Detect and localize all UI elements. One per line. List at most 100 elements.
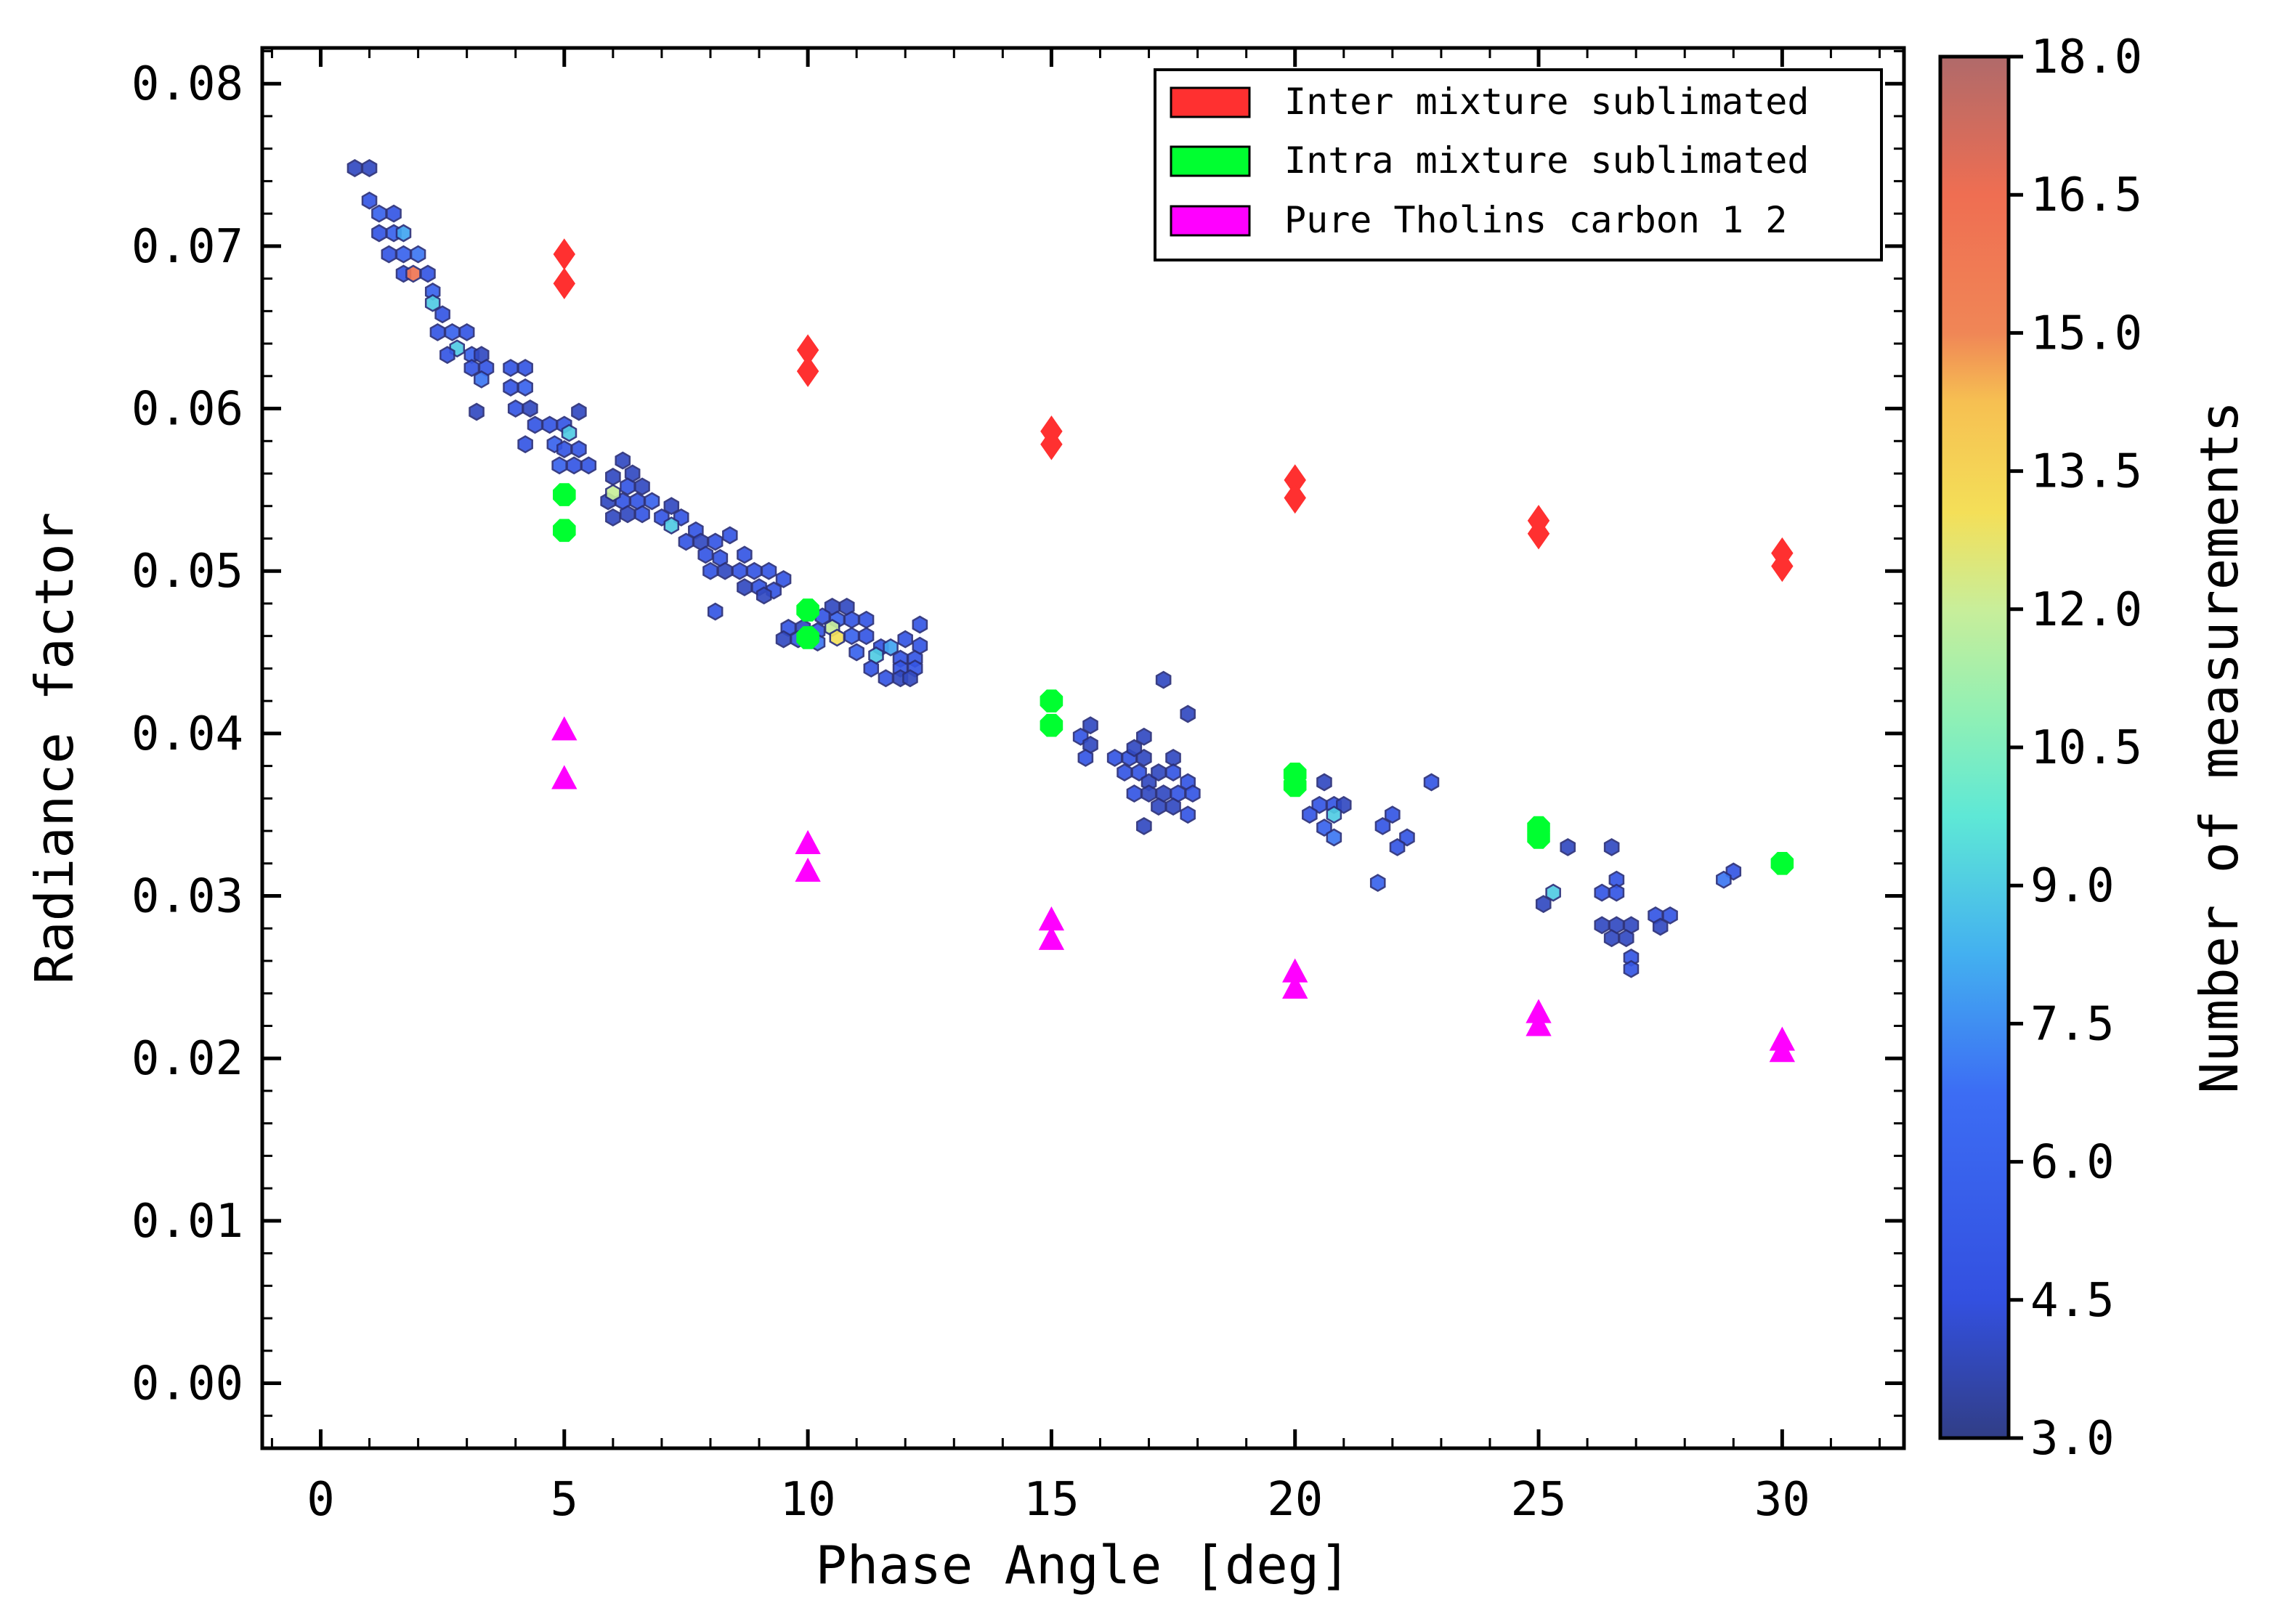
data-point-series-2 <box>551 765 578 789</box>
hexbin-cell <box>1385 805 1401 824</box>
hexbin-cell <box>1603 837 1620 856</box>
hexbin-cell <box>1423 773 1440 792</box>
hexbin-cell <box>405 264 421 283</box>
data-point-series-2 <box>795 857 821 882</box>
hexbin-cell <box>1185 784 1201 803</box>
colorbar-label: Number of measurements <box>2189 401 2250 1094</box>
hexbin-cell <box>556 440 572 458</box>
hexbin-cell <box>420 264 436 283</box>
hexbin-cell <box>775 569 792 588</box>
colorbar-tick-label: 12.0 <box>2030 583 2142 637</box>
hexbin-cell <box>371 224 387 243</box>
data-point-series-1 <box>553 483 576 506</box>
hexbin-cell <box>1369 874 1386 893</box>
hexbin-cell <box>361 191 378 210</box>
hexbin-cell <box>755 586 772 605</box>
data-point-series-1 <box>1770 852 1794 875</box>
hexbin-cell <box>702 561 718 580</box>
data-point-series-0 <box>1040 429 1063 460</box>
hexbin-cell <box>663 516 680 535</box>
colorbar-tick-label: 16.5 <box>2030 169 2142 222</box>
hexbin-cell <box>1126 739 1143 758</box>
hexbin-cell <box>429 322 446 341</box>
hexbin-cell <box>722 526 738 545</box>
hexbin-cell <box>527 415 543 434</box>
hexbin-cell <box>517 378 533 397</box>
hexbin-cell <box>1374 816 1391 835</box>
hexbin-cell <box>843 610 860 629</box>
data-point-series-0 <box>553 267 576 300</box>
series-layer <box>551 238 1796 1063</box>
data-point-series-2 <box>1038 925 1065 950</box>
hexbin-cell <box>410 245 426 264</box>
hexbin-cell <box>1165 763 1181 781</box>
hexbin-cell <box>361 159 378 177</box>
hexbin-cell <box>1399 828 1415 847</box>
hexbin-cell <box>1594 916 1610 935</box>
colorbar-ticks: 3.0 4.5 6.0 7.5 9.0 10.5 12.0 13.5 15.0 16.5 18.0 <box>2009 31 2142 1466</box>
hexbin-cell <box>644 492 660 511</box>
x-tick-label: 5 <box>551 1473 579 1527</box>
hexbin-cell <box>620 477 636 496</box>
data-point-series-2 <box>795 829 821 854</box>
hexbin-cell <box>1151 797 1167 816</box>
hexbin-cell <box>775 630 792 649</box>
hexbin-cell <box>1326 828 1342 847</box>
hexbin-cell <box>761 561 777 580</box>
hexbin-cell <box>717 561 733 580</box>
hexbin-cell <box>381 245 397 264</box>
plot-frame <box>260 46 1906 1450</box>
x-axis-label: Phase Angle [deg] <box>816 1535 1351 1596</box>
hexbin-cell <box>1302 805 1318 824</box>
hexbin-cell <box>1623 959 1640 978</box>
hexbin-cell <box>1180 705 1196 723</box>
hexbin-cell <box>746 561 763 580</box>
y-tick-label: 0.07 <box>131 220 243 274</box>
data-point-series-1 <box>553 519 576 543</box>
legend-box <box>1154 68 1883 261</box>
hexbin-cell <box>678 532 694 551</box>
hexbin-cell <box>561 423 578 442</box>
hexbin-cell <box>434 305 450 324</box>
hexbin-cell <box>1716 870 1732 889</box>
hexbin-cell <box>1603 929 1620 948</box>
hexbin-cell <box>615 451 631 470</box>
hexbin-cell <box>517 435 533 454</box>
hexbin-cell <box>902 669 918 688</box>
x-tick-label: 30 <box>1754 1473 1810 1527</box>
hexbin-cell <box>395 224 412 243</box>
hexbin-cell <box>1652 917 1669 936</box>
hexbin-cell <box>474 370 490 389</box>
hexbin-cell <box>469 402 485 421</box>
hexbin-cell <box>1662 906 1678 925</box>
data-point-series-0 <box>796 355 819 387</box>
y-tick-label: 0.05 <box>131 545 243 598</box>
colorbar-tick-label: 18.0 <box>2030 31 2142 84</box>
colorbar-tick-label: 6.0 <box>2030 1136 2115 1190</box>
hexbin-cell <box>458 322 475 341</box>
hexbin-cell <box>1618 929 1634 948</box>
hexbin-cell <box>1151 763 1167 781</box>
hexbin-layer <box>347 159 1742 978</box>
hexbin-cell <box>605 508 621 527</box>
hexbin-cell <box>897 630 913 649</box>
hexbin-cell <box>1136 816 1152 835</box>
hexbin-cell <box>697 545 714 564</box>
hexbin-cell <box>517 359 533 378</box>
y-tick-label: 0.06 <box>131 383 243 437</box>
colorbar-tick-label: 9.0 <box>2030 859 2115 913</box>
colorbar-tick-label: 13.5 <box>2030 445 2142 499</box>
hexbin-cell <box>912 615 928 634</box>
hexbin-cell <box>1560 837 1576 856</box>
hexbin-cell <box>1180 805 1196 824</box>
colorbar-tick-label: 10.5 <box>2030 721 2142 775</box>
hexbin-cell <box>1117 763 1133 781</box>
hexbin-cell <box>571 440 587 458</box>
hexbin-cell <box>707 532 724 551</box>
hexbin-cell <box>912 636 928 655</box>
hexbin-cell <box>424 293 441 312</box>
hexbin-cell <box>878 669 894 688</box>
legend-swatch-tholins <box>1170 205 1251 237</box>
hexbin-cell <box>1316 773 1332 792</box>
data-point-series-1 <box>1283 774 1307 797</box>
